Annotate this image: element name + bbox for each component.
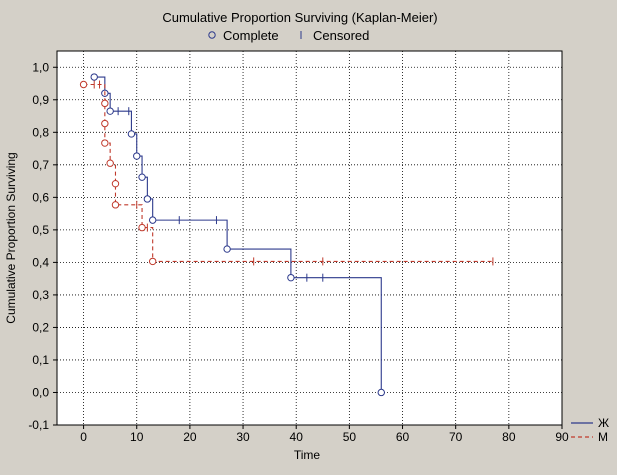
series-2: [79, 80, 494, 266]
y-tick-label: 0,5: [32, 223, 49, 237]
y-tick-label: 0,0: [32, 385, 49, 399]
event-point: [106, 159, 114, 167]
x-tick-label: 10: [130, 430, 144, 444]
legend-label: Ж: [598, 416, 609, 430]
event-point: [111, 201, 120, 209]
y-tick-label: 0,9: [32, 93, 49, 107]
event-point: [143, 195, 152, 203]
event-point: [377, 388, 385, 397]
series-1: [90, 73, 385, 397]
event-point: [106, 107, 114, 115]
y-tick-label: 0,6: [32, 190, 49, 204]
y-tick-label: 1,0: [32, 60, 49, 74]
legend-censored-label: Censored: [313, 28, 369, 43]
y-axis-label: Cumulative Proportion Surviving: [4, 152, 18, 323]
event-point: [101, 119, 109, 128]
legend-top: Complete Censored: [208, 28, 369, 43]
event-point: [79, 80, 88, 89]
event-point: [111, 179, 120, 188]
x-tick-label: 60: [396, 430, 410, 444]
x-tick-label: 30: [236, 430, 250, 444]
legend-label: М: [598, 430, 608, 444]
x-tick-label: 20: [183, 430, 197, 444]
event-point: [133, 152, 141, 160]
event-point: [287, 273, 295, 282]
x-tick-label: 80: [502, 430, 516, 444]
event-point: [148, 216, 157, 224]
y-tick-label: 0,4: [32, 255, 49, 269]
plot-area: [56, 50, 563, 426]
event-point: [138, 223, 146, 232]
complete-marker-icon: [208, 31, 216, 39]
y-tick-label: 0,1: [32, 353, 49, 367]
event-point: [148, 257, 157, 266]
y-tick-label: 0,7: [32, 158, 49, 172]
legend-complete-label: Complete: [223, 28, 279, 43]
event-point: [127, 130, 136, 138]
legend-series: ЖМ: [571, 416, 609, 444]
x-axis-label: Time: [294, 448, 321, 462]
y-tick-label: -0,1: [28, 418, 49, 432]
x-tick-label: 40: [290, 430, 304, 444]
x-tick-label: 90: [555, 430, 569, 444]
event-point: [223, 245, 231, 253]
event-point: [138, 173, 146, 181]
y-axis-ticks: -0,1 0,0 0,1 0,2 0,3 0,4 0,5 0,6 0,7 0,8 0,9 1,0: [28, 60, 57, 432]
event-point: [90, 73, 98, 81]
chart-title: Cumulative Proportion Surviving (Kaplan-…: [162, 10, 437, 25]
event-point: [101, 99, 109, 108]
grid: [57, 51, 563, 426]
y-tick-label: 0,3: [32, 288, 49, 302]
event-point: [101, 139, 109, 147]
y-tick-label: 0,2: [32, 320, 49, 334]
series-layer: [79, 73, 494, 397]
y-tick-label: 0,8: [32, 125, 49, 139]
x-tick-label: 70: [449, 430, 463, 444]
x-tick-label: 50: [343, 430, 357, 444]
x-axis-ticks: 0 10 20 30 40 50 60 70 80 90: [80, 425, 569, 444]
x-tick-label: 0: [80, 430, 87, 444]
